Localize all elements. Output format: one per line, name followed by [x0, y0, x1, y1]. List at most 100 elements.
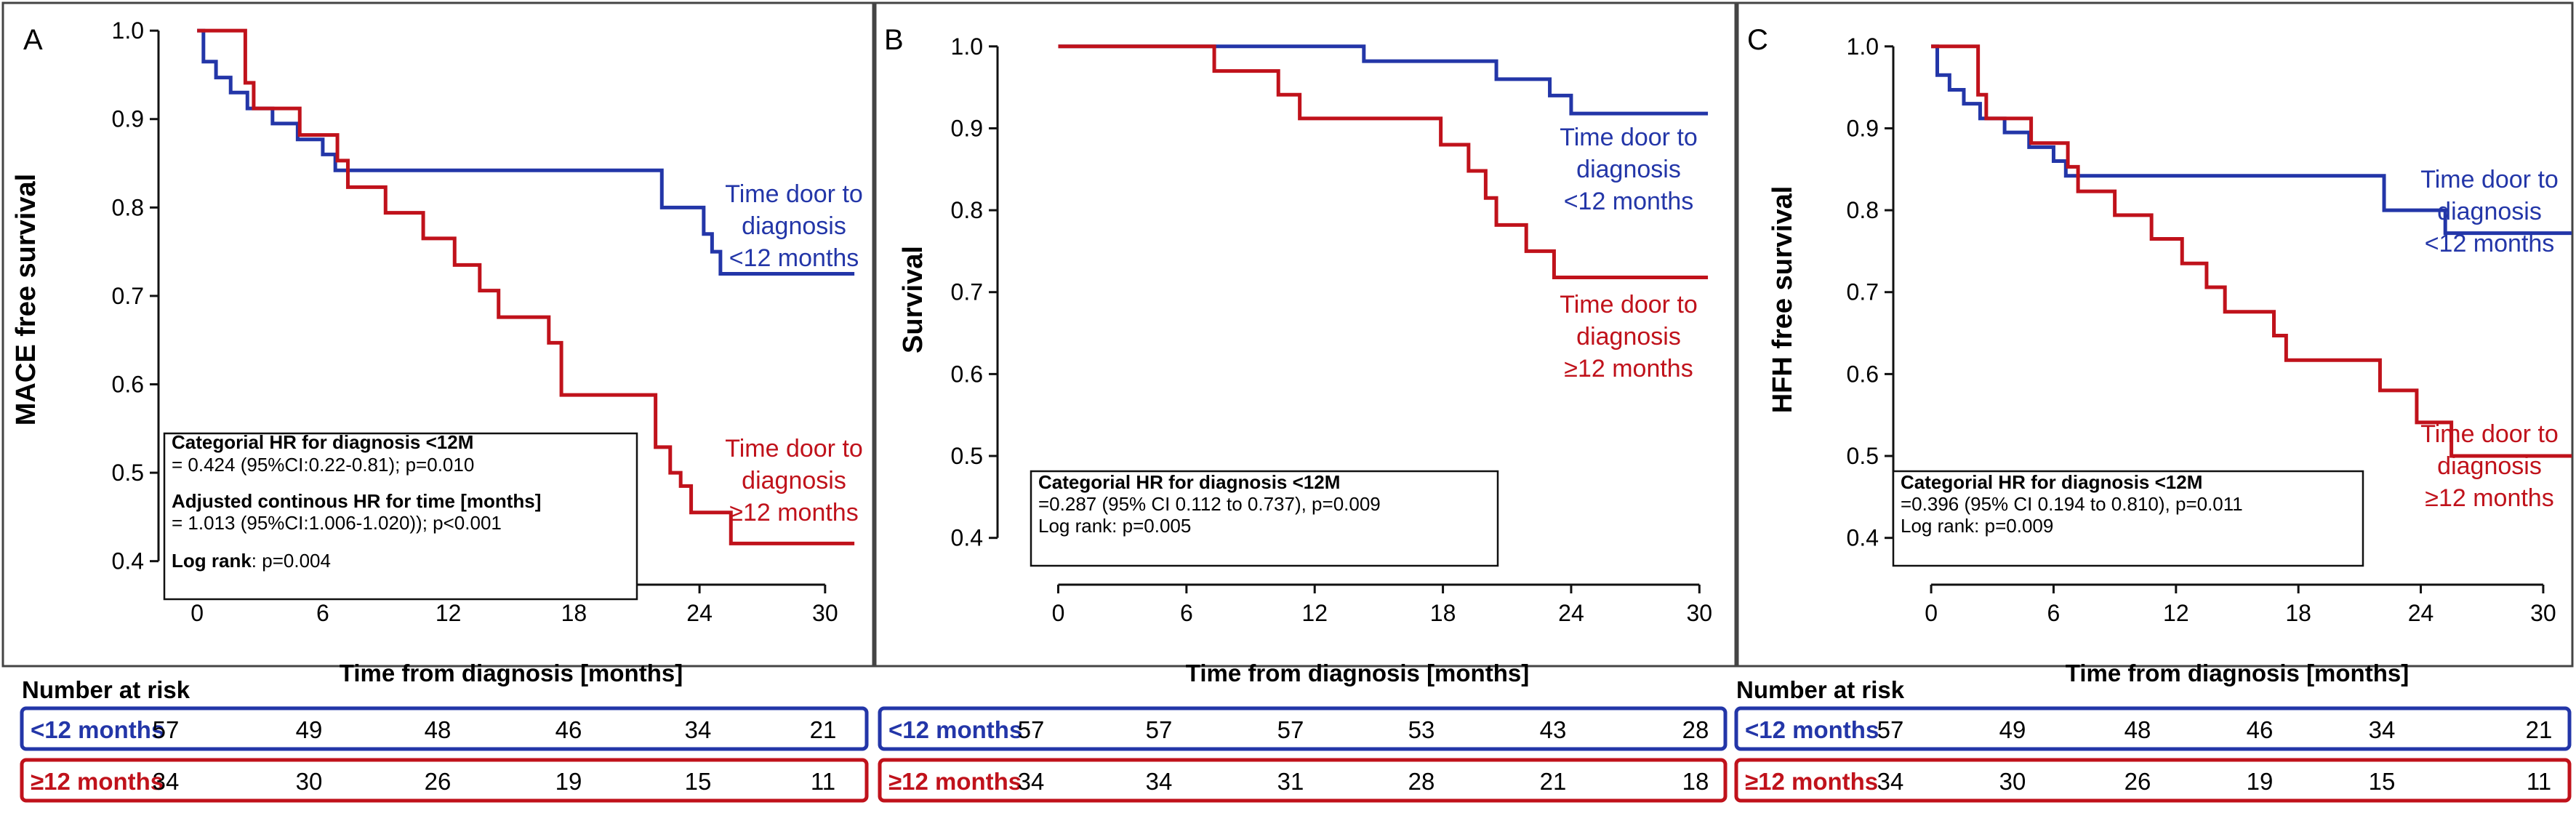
hr-annotation-box	[1030, 470, 1499, 567]
y-tick-label: 0.6	[112, 372, 144, 398]
series-label: <12 months	[2425, 230, 2555, 257]
risk-count: 21	[2526, 716, 2553, 743]
series-label: diagnosis	[2437, 198, 2542, 225]
annotation-text: =0.396 (95% CI 0.194 to 0.810), p=0.011	[1901, 493, 2243, 515]
km-curve-under-12-months	[197, 28, 855, 276]
y-tick-label: 1.0	[1847, 33, 1879, 60]
series-label: Time door to	[725, 435, 863, 462]
series-label: diagnosis	[742, 212, 846, 240]
y-tick-label: 0.7	[951, 279, 983, 305]
panel-label: C	[1747, 24, 1768, 56]
risk-count: 15	[685, 768, 712, 795]
x-tick-label: 0	[190, 600, 204, 626]
risk-count: 57	[1146, 716, 1173, 743]
risk-count: 49	[296, 716, 323, 743]
x-tick-label: 18	[561, 600, 587, 626]
y-tick-label: 0.9	[112, 106, 144, 132]
x-tick-label: 24	[2408, 600, 2434, 626]
risk-count: 26	[425, 768, 452, 795]
y-tick-label: 0.5	[1847, 443, 1879, 469]
y-tick-label: 0.4	[951, 525, 983, 551]
x-tick-label: 24	[686, 600, 713, 626]
y-tick-label: 0.6	[1847, 361, 1879, 387]
series-label: Time door to	[1560, 291, 1698, 319]
annotation-text: =0.287 (95% CI 0.112 to 0.737), p=0.009	[1038, 493, 1381, 515]
risk-count: 49	[1999, 716, 2026, 743]
x-tick-label: 12	[1301, 600, 1328, 626]
series-label: Time door to	[725, 180, 863, 208]
risk-count: 48	[2124, 716, 2151, 743]
y-tick-label: 0.4	[112, 548, 144, 574]
y-axis-title: HFH free survival	[1768, 186, 1798, 414]
annotation-line: =0.396 (95% CI 0.194 to 0.810), p=0.011	[1901, 493, 2243, 515]
series-label: ≥12 months	[729, 499, 858, 526]
panel-frame	[1, 1, 875, 668]
risk-count: 34	[1146, 768, 1173, 795]
panel-frame	[1736, 1, 2574, 668]
risk-row-label: ≥12 months	[888, 768, 1022, 795]
x-tick-label: 12	[2163, 600, 2189, 626]
risk-count: 21	[1540, 768, 1567, 795]
annotation-line: Log rank: p=0.005	[1038, 515, 1191, 537]
y-tick-label: 0.8	[1847, 197, 1879, 223]
risk-count: 57	[1018, 716, 1045, 743]
annotation-line: Categorial HR for diagnosis <12M	[1901, 471, 2202, 493]
risk-count: 43	[1540, 716, 1567, 743]
number-at-risk-header: Number at risk	[1736, 676, 1905, 703]
hr-annotation-box	[163, 432, 638, 601]
risk-row-label: ≥12 months	[1745, 768, 1878, 795]
risk-count: 46	[555, 716, 582, 743]
y-axis-title: Survival	[898, 246, 928, 353]
risk-count: 28	[1408, 768, 1435, 795]
annotation-line: Log rank: p=0.009	[1901, 515, 2053, 537]
x-tick-label: 6	[2047, 600, 2061, 626]
x-axis-title: Time from diagnosis [months]	[2066, 660, 2409, 686]
risk-row-box-over-12	[878, 758, 1728, 803]
risk-count: 57	[1277, 716, 1304, 743]
y-axis-title: MACE free survival	[11, 174, 41, 425]
risk-row-box-over-12	[20, 758, 869, 803]
annotation-text: = 0.424 (95%CI:0.22-0.81); p=0.010	[172, 454, 474, 476]
risk-count: 46	[2247, 716, 2274, 743]
annotation-text: Log rank: p=0.009	[1901, 515, 2053, 537]
panel-frame	[874, 1, 1737, 668]
x-tick-label: 30	[812, 600, 838, 626]
annotation-bold: Log rank	[172, 550, 252, 572]
annotation-line: Categorial HR for diagnosis <12M	[172, 431, 473, 453]
y-tick-label: 0.5	[112, 460, 144, 486]
y-tick-label: 0.5	[951, 443, 983, 469]
annotation-line: Log rank: p=0.004	[172, 550, 331, 572]
y-tick-label: 0.9	[1847, 115, 1879, 141]
risk-count: 19	[555, 768, 582, 795]
x-tick-label: 6	[1180, 600, 1193, 626]
km-curve-over-12-months	[197, 28, 855, 545]
x-tick-label: 0	[1052, 600, 1065, 626]
risk-row-label: <12 months	[1745, 716, 1879, 743]
annotation-line: = 1.013 (95%CI:1.006-1.020)); p<0.001	[172, 512, 502, 534]
panel-b: B 0 6 12 18 24 30 0.4 0.5 0.6 0.7 0.8 0.9 1.0 Time fro…	[874, 1, 1737, 803]
risk-row-label: <12 months	[31, 716, 164, 743]
risk-count: 18	[1682, 768, 1709, 795]
x-axis-title: Time from diagnosis [months]	[340, 660, 683, 686]
y-tick-label: 1.0	[112, 17, 144, 44]
annotation-line: Adjusted continous HR for time [months]	[172, 490, 541, 512]
risk-row-label: ≥12 months	[31, 768, 164, 795]
y-tick-label: 0.4	[1847, 525, 1879, 551]
panel-c: C 0 6 12 18 24 30 0.4 0.5 0.6 0.7 0.8 0.9 1.0 Time fro…	[1734, 1, 2574, 803]
risk-count: 15	[2369, 768, 2396, 795]
x-tick-label: 12	[436, 600, 462, 626]
risk-count: 19	[2247, 768, 2274, 795]
series-label: ≥12 months	[2425, 484, 2553, 512]
y-tick-label: 0.9	[951, 115, 983, 141]
risk-row-box-under-12	[878, 706, 1728, 751]
y-tick-label: 1.0	[951, 33, 983, 60]
risk-count: 34	[153, 768, 180, 795]
annotation-line: = 0.424 (95%CI:0.22-0.81); p=0.010	[172, 454, 474, 476]
risk-row-box-over-12	[1734, 758, 2572, 803]
series-label: <12 months	[729, 244, 859, 272]
annotation-bold: Categorial HR for diagnosis <12M	[1901, 471, 2202, 493]
risk-count: 34	[2369, 716, 2396, 743]
panel-label: B	[884, 24, 904, 56]
series-label: ≥12 months	[1564, 355, 1693, 383]
series-label: Time door to	[2420, 420, 2559, 448]
